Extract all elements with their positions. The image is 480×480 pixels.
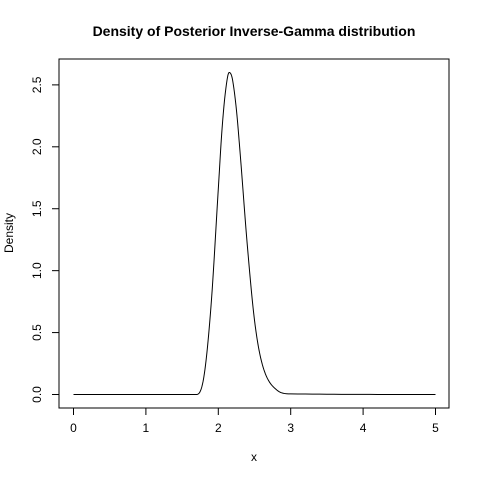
y-axis: 0.0 0.5 1.0 1.5 2.0 2.5 [30, 76, 60, 403]
x-tick-label: 5 [432, 421, 439, 435]
x-axis: 0 1 2 3 4 5 [70, 407, 439, 435]
x-tick-label: 2 [215, 421, 222, 435]
x-tick-label: 4 [360, 421, 367, 435]
plot-frame [58, 58, 450, 409]
x-tick-label: 1 [143, 421, 150, 435]
y-tick-label: 2.0 [30, 138, 44, 155]
density-curve [73, 72, 436, 395]
y-tick-label: 1.0 [30, 262, 44, 279]
y-tick-label: 0.5 [30, 324, 44, 341]
y-tick-label: 1.5 [30, 200, 44, 217]
y-axis-label: Density [2, 213, 16, 253]
chart-title: Density of Posterior Inverse-Gamma distr… [93, 23, 416, 39]
y-tick-label: 0.0 [30, 386, 44, 403]
y-tick-label: 2.5 [30, 76, 44, 93]
x-axis-label: x [251, 450, 257, 464]
x-tick-label: 3 [287, 421, 294, 435]
x-tick-label: 0 [70, 421, 77, 435]
